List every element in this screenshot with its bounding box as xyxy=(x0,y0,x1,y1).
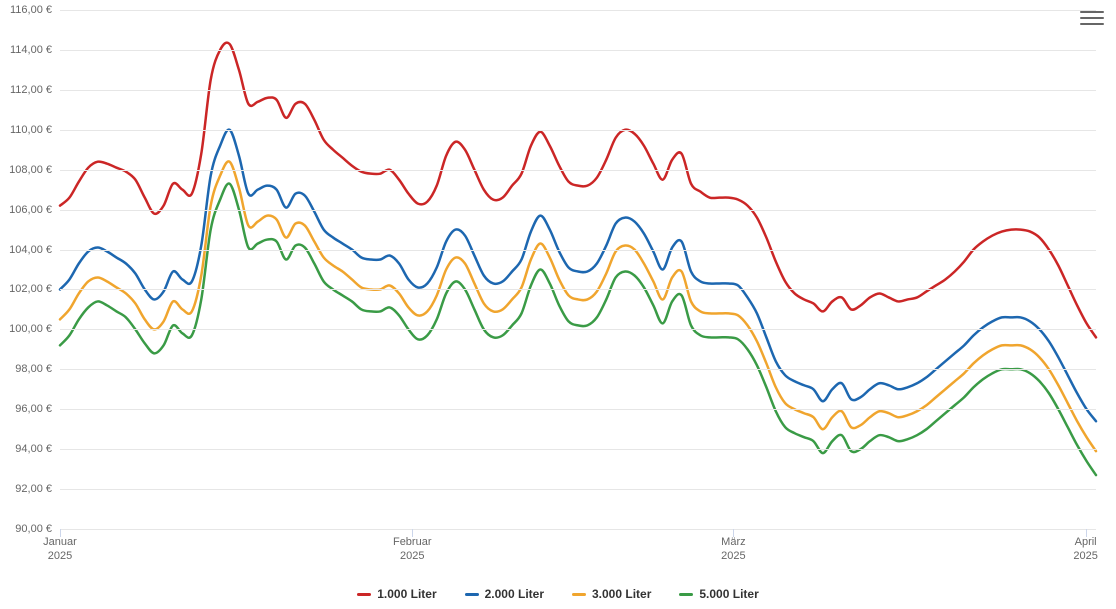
y-axis-label: 110,00 € xyxy=(10,124,52,136)
x-axis-label: März2025 xyxy=(721,535,745,564)
y-axis-label: 94,00 € xyxy=(15,443,52,455)
y-axis-label: 98,00 € xyxy=(15,363,52,375)
y-axis-label: 92,00 € xyxy=(15,483,52,495)
y-axis-label: 96,00 € xyxy=(15,403,52,415)
legend-swatch xyxy=(465,593,479,596)
gridline xyxy=(60,489,1096,490)
y-axis-label: 104,00 € xyxy=(9,244,52,256)
y-axis-label: 102,00 € xyxy=(9,283,52,295)
gridline xyxy=(60,409,1096,410)
legend-item[interactable]: 3.000 Liter xyxy=(572,587,651,601)
x-tick-year: 2025 xyxy=(1073,549,1097,563)
gridline xyxy=(60,170,1096,171)
legend-label: 5.000 Liter xyxy=(699,587,758,601)
legend-swatch xyxy=(357,593,371,596)
gridline xyxy=(60,210,1096,211)
legend-label: 2.000 Liter xyxy=(485,587,544,601)
legend-item[interactable]: 5.000 Liter xyxy=(679,587,758,601)
x-tick-year: 2025 xyxy=(721,549,745,563)
x-tick-month: Februar xyxy=(393,535,432,549)
legend-label: 1.000 Liter xyxy=(377,587,436,601)
x-tick-year: 2025 xyxy=(393,549,432,563)
y-axis-label: 108,00 € xyxy=(9,164,52,176)
legend-swatch xyxy=(679,593,693,596)
y-axis-label: 100,00 € xyxy=(9,323,52,335)
gridline xyxy=(60,369,1096,370)
legend-label: 3.000 Liter xyxy=(592,587,651,601)
gridline xyxy=(60,130,1096,131)
y-axis-label: 114,00 € xyxy=(10,44,52,56)
gridline xyxy=(60,289,1096,290)
gridline xyxy=(60,50,1096,51)
plot-area: 90,00 €92,00 €94,00 €96,00 €98,00 €100,0… xyxy=(60,10,1096,529)
gridline xyxy=(60,10,1096,11)
price-chart: 90,00 € 92,00 € 94,00 € 96,00 € 98,00 € 100,0… xyxy=(0,0,1116,609)
gridline xyxy=(60,250,1096,251)
y-axis-label: 112,00 € xyxy=(10,84,52,96)
legend: 1.000 Liter 2.000 Liter 3.000 Liter 5.000 L… xyxy=(0,587,1116,601)
x-tick-month: April xyxy=(1073,535,1097,549)
gridline xyxy=(60,449,1096,450)
x-axis-label: Februar2025 xyxy=(393,535,432,564)
gridline xyxy=(60,329,1096,330)
x-tick-month: März xyxy=(721,535,745,549)
gridline xyxy=(60,529,1096,530)
x-tick-year: 2025 xyxy=(43,549,77,563)
legend-item[interactable]: 2.000 Liter xyxy=(465,587,544,601)
legend-swatch xyxy=(572,593,586,596)
x-tick-month: Januar xyxy=(43,535,77,549)
x-axis-label: April2025 xyxy=(1073,535,1097,564)
series-line xyxy=(60,161,1096,451)
y-axis-label: 106,00 € xyxy=(9,204,52,216)
y-axis-label: 90,00 € xyxy=(15,523,52,535)
series-line xyxy=(60,130,1096,422)
gridline xyxy=(60,90,1096,91)
chart-lines xyxy=(60,10,1096,529)
x-axis-label: Januar2025 xyxy=(43,535,77,564)
legend-item[interactable]: 1.000 Liter xyxy=(357,587,436,601)
y-axis-label: 116,00 € xyxy=(10,4,52,16)
